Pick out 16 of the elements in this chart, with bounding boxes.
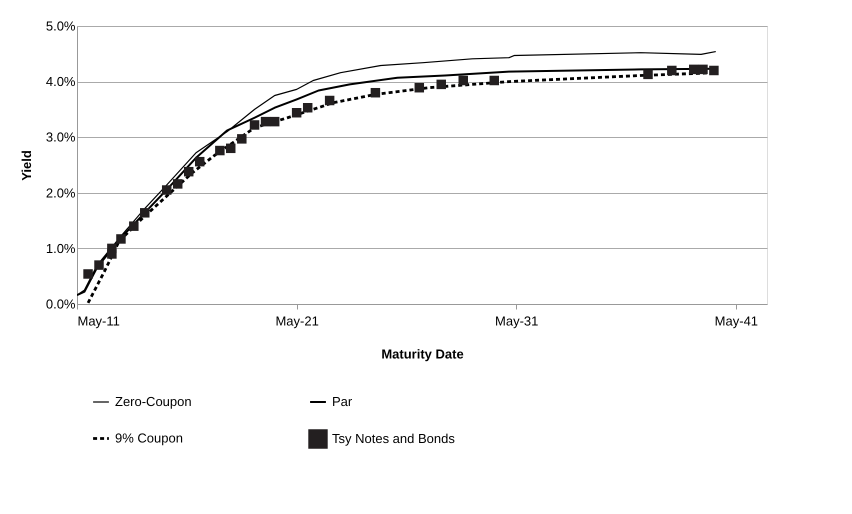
x-tick-label: May-31 [495,314,538,328]
y-axis-title: Yield [18,150,34,181]
x-tick-label: May-11 [78,314,120,328]
legend-label: Par [332,394,353,409]
y-tick-label: 1.0% [46,240,76,256]
y-tick-label: 2.0% [46,185,76,200]
y-tick-label: 0.0% [46,296,76,312]
y-tick-label: 3.0% [46,130,76,145]
x-tick-label: May-21 [275,314,319,328]
x-axis-title: Maturity Date [381,346,464,362]
legend-label: Zero-Coupon [115,394,192,409]
y-tick-label: 5.0% [46,18,76,34]
legend-label: Tsy Notes and Bonds [332,431,456,446]
legend-label: 9% Coupon [115,430,183,446]
x-tick-label: May-41 [714,314,758,328]
y-tick-label: 4.0% [46,74,76,90]
